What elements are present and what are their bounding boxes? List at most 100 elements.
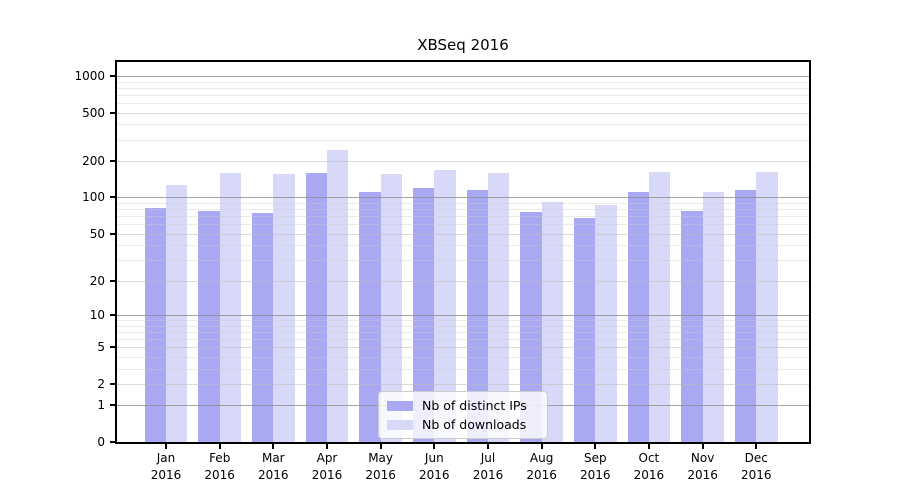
y-tick-label-2: 2: [97, 376, 105, 391]
x-tick-feb-2016: [218, 444, 221, 449]
bar-nb-of-downloads-sep-2016: [595, 205, 617, 442]
x-tick-jul-2016: [487, 444, 489, 449]
bar-nb-of-downloads-jun-2016: [434, 170, 456, 442]
gridline-minor-80: [117, 209, 809, 211]
gridline-50: [117, 233, 809, 235]
legend-label-downloads: Nb of downloads: [422, 417, 527, 432]
y-tick-label-20: 20: [89, 273, 105, 288]
y-tick-label-1000: 1000: [74, 68, 105, 83]
bar-nb-of-distinct-ips-may-2016: [359, 192, 381, 442]
gridline-minor-8: [117, 325, 809, 327]
x-tick-label-mar-2016: Mar 2016: [258, 451, 289, 482]
x-tick-dec-2016: [755, 444, 758, 449]
y-tick-label-0: 0: [97, 435, 105, 449]
bar-nb-of-distinct-ips-mar-2016: [251, 213, 274, 442]
gridline-minor-300: [117, 139, 809, 141]
bar-nb-of-downloads-feb-2016: [219, 173, 242, 442]
x-tick-label-dec-2016: Dec 2016: [741, 451, 772, 482]
gridline-500: [117, 112, 809, 114]
bar-nb-of-downloads-oct-2016: [648, 172, 671, 442]
y-tick-label-200: 200: [82, 154, 105, 168]
y-tick-500: [110, 111, 115, 114]
x-tick-label-aug-2016: Aug 2016: [526, 451, 557, 482]
gridline-minor-30: [117, 260, 809, 261]
gridline-minor-400: [117, 124, 809, 126]
gridline-1000: [117, 75, 809, 77]
y-tick-0: [110, 441, 115, 443]
gridline-minor-600: [117, 102, 809, 104]
y-tick-label-10: 10: [89, 307, 105, 322]
bar-nb-of-downloads-mar-2016: [273, 173, 295, 442]
y-tick-200: [110, 160, 115, 162]
legend-row-downloads: Nb of downloads: [385, 415, 541, 434]
x-tick-aug-2016: [540, 444, 543, 449]
x-tick-label-sep-2016: Sep 2016: [580, 451, 611, 482]
gridline-minor-90: [117, 203, 809, 204]
gridline-minor-9: [117, 320, 809, 321]
bar-nb-of-downloads-dec-2016: [756, 172, 778, 442]
gridline-minor-800: [117, 87, 809, 89]
gridline-minor-3: [117, 368, 809, 370]
legend-label-distinct-ips: Nb of distinct IPs: [422, 398, 527, 413]
gridline-minor-70: [117, 216, 809, 218]
bar-nb-of-distinct-ips-oct-2016: [627, 191, 649, 442]
gridline-200: [117, 161, 809, 162]
gridline-minor-700: [117, 94, 809, 96]
gridline-minor-900: [117, 81, 809, 83]
y-tick-label-100: 100: [82, 190, 105, 205]
gridline-10: [117, 314, 809, 316]
x-tick-jan-2016: [165, 444, 167, 449]
x-tick-apr-2016: [326, 444, 328, 449]
x-tick-jun-2016: [433, 444, 436, 449]
bar-nb-of-distinct-ips-sep-2016: [573, 217, 596, 442]
gridline-5: [117, 347, 809, 349]
y-tick-label-500: 500: [82, 105, 105, 120]
y-tick-5: [110, 346, 115, 349]
gridline-minor-7: [117, 331, 809, 333]
gridline-minor-40: [117, 245, 809, 247]
legend-swatch-distinct-ips: [387, 400, 413, 411]
x-tick-sep-2016: [594, 444, 597, 449]
bars-layer: [117, 62, 809, 442]
x-tick-label-oct-2016: Oct 2016: [633, 451, 665, 482]
plot-area: [115, 60, 811, 444]
y-tick-label-50: 50: [89, 226, 105, 241]
x-tick-label-jun-2016: Jun 2016: [419, 451, 450, 482]
legend-swatch-downloads: [387, 419, 413, 430]
x-tick-label-jan-2016: Jan 2016: [150, 451, 182, 482]
bar-nb-of-distinct-ips-jul-2016: [466, 190, 488, 442]
gridline-minor-60: [117, 224, 809, 226]
y-tick-20: [110, 279, 115, 282]
gridline-20: [117, 280, 809, 282]
x-tick-mar-2016: [272, 444, 275, 449]
bar-nb-of-downloads-nov-2016: [702, 192, 724, 442]
gridline-minor-4: [117, 356, 809, 358]
x-tick-may-2016: [379, 444, 382, 449]
y-tick-10: [110, 313, 115, 316]
legend: Nb of distinct IPs Nb of downloads: [378, 391, 548, 439]
grid-layer: [117, 62, 809, 442]
bar-nb-of-downloads-jul-2016: [488, 173, 510, 442]
y-tick-1: [110, 404, 115, 407]
legend-row-distinct-ips: Nb of distinct IPs: [385, 396, 541, 415]
y-tick-50: [110, 232, 115, 235]
x-tick-oct-2016: [647, 444, 650, 449]
bar-nb-of-downloads-may-2016: [380, 174, 402, 442]
bar-nb-of-distinct-ips-dec-2016: [734, 190, 757, 442]
x-tick-label-may-2016: May 2016: [365, 451, 396, 482]
x-tick-label-jul-2016: Jul 2016: [472, 451, 504, 482]
x-tick-nov-2016: [701, 444, 704, 449]
bar-nb-of-downloads-apr-2016: [327, 150, 349, 442]
y-tick-label-1: 1: [97, 398, 105, 413]
bar-nb-of-distinct-ips-apr-2016: [305, 173, 327, 442]
y-tick-label-5: 5: [97, 340, 105, 355]
x-tick-label-feb-2016: Feb 2016: [204, 451, 235, 482]
x-tick-label-apr-2016: Apr 2016: [311, 451, 343, 482]
gridline-2: [117, 383, 809, 385]
gridline-minor-6: [117, 338, 809, 340]
y-tick-1000: [110, 74, 115, 77]
bar-nb-of-downloads-aug-2016: [541, 202, 563, 442]
y-tick-2: [110, 382, 115, 385]
bar-nb-of-downloads-jan-2016: [166, 184, 188, 442]
